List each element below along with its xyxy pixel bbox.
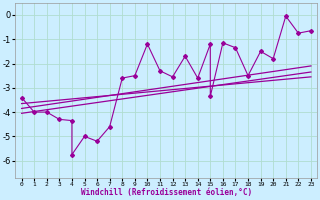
X-axis label: Windchill (Refroidissement éolien,°C): Windchill (Refroidissement éolien,°C) xyxy=(81,188,252,197)
